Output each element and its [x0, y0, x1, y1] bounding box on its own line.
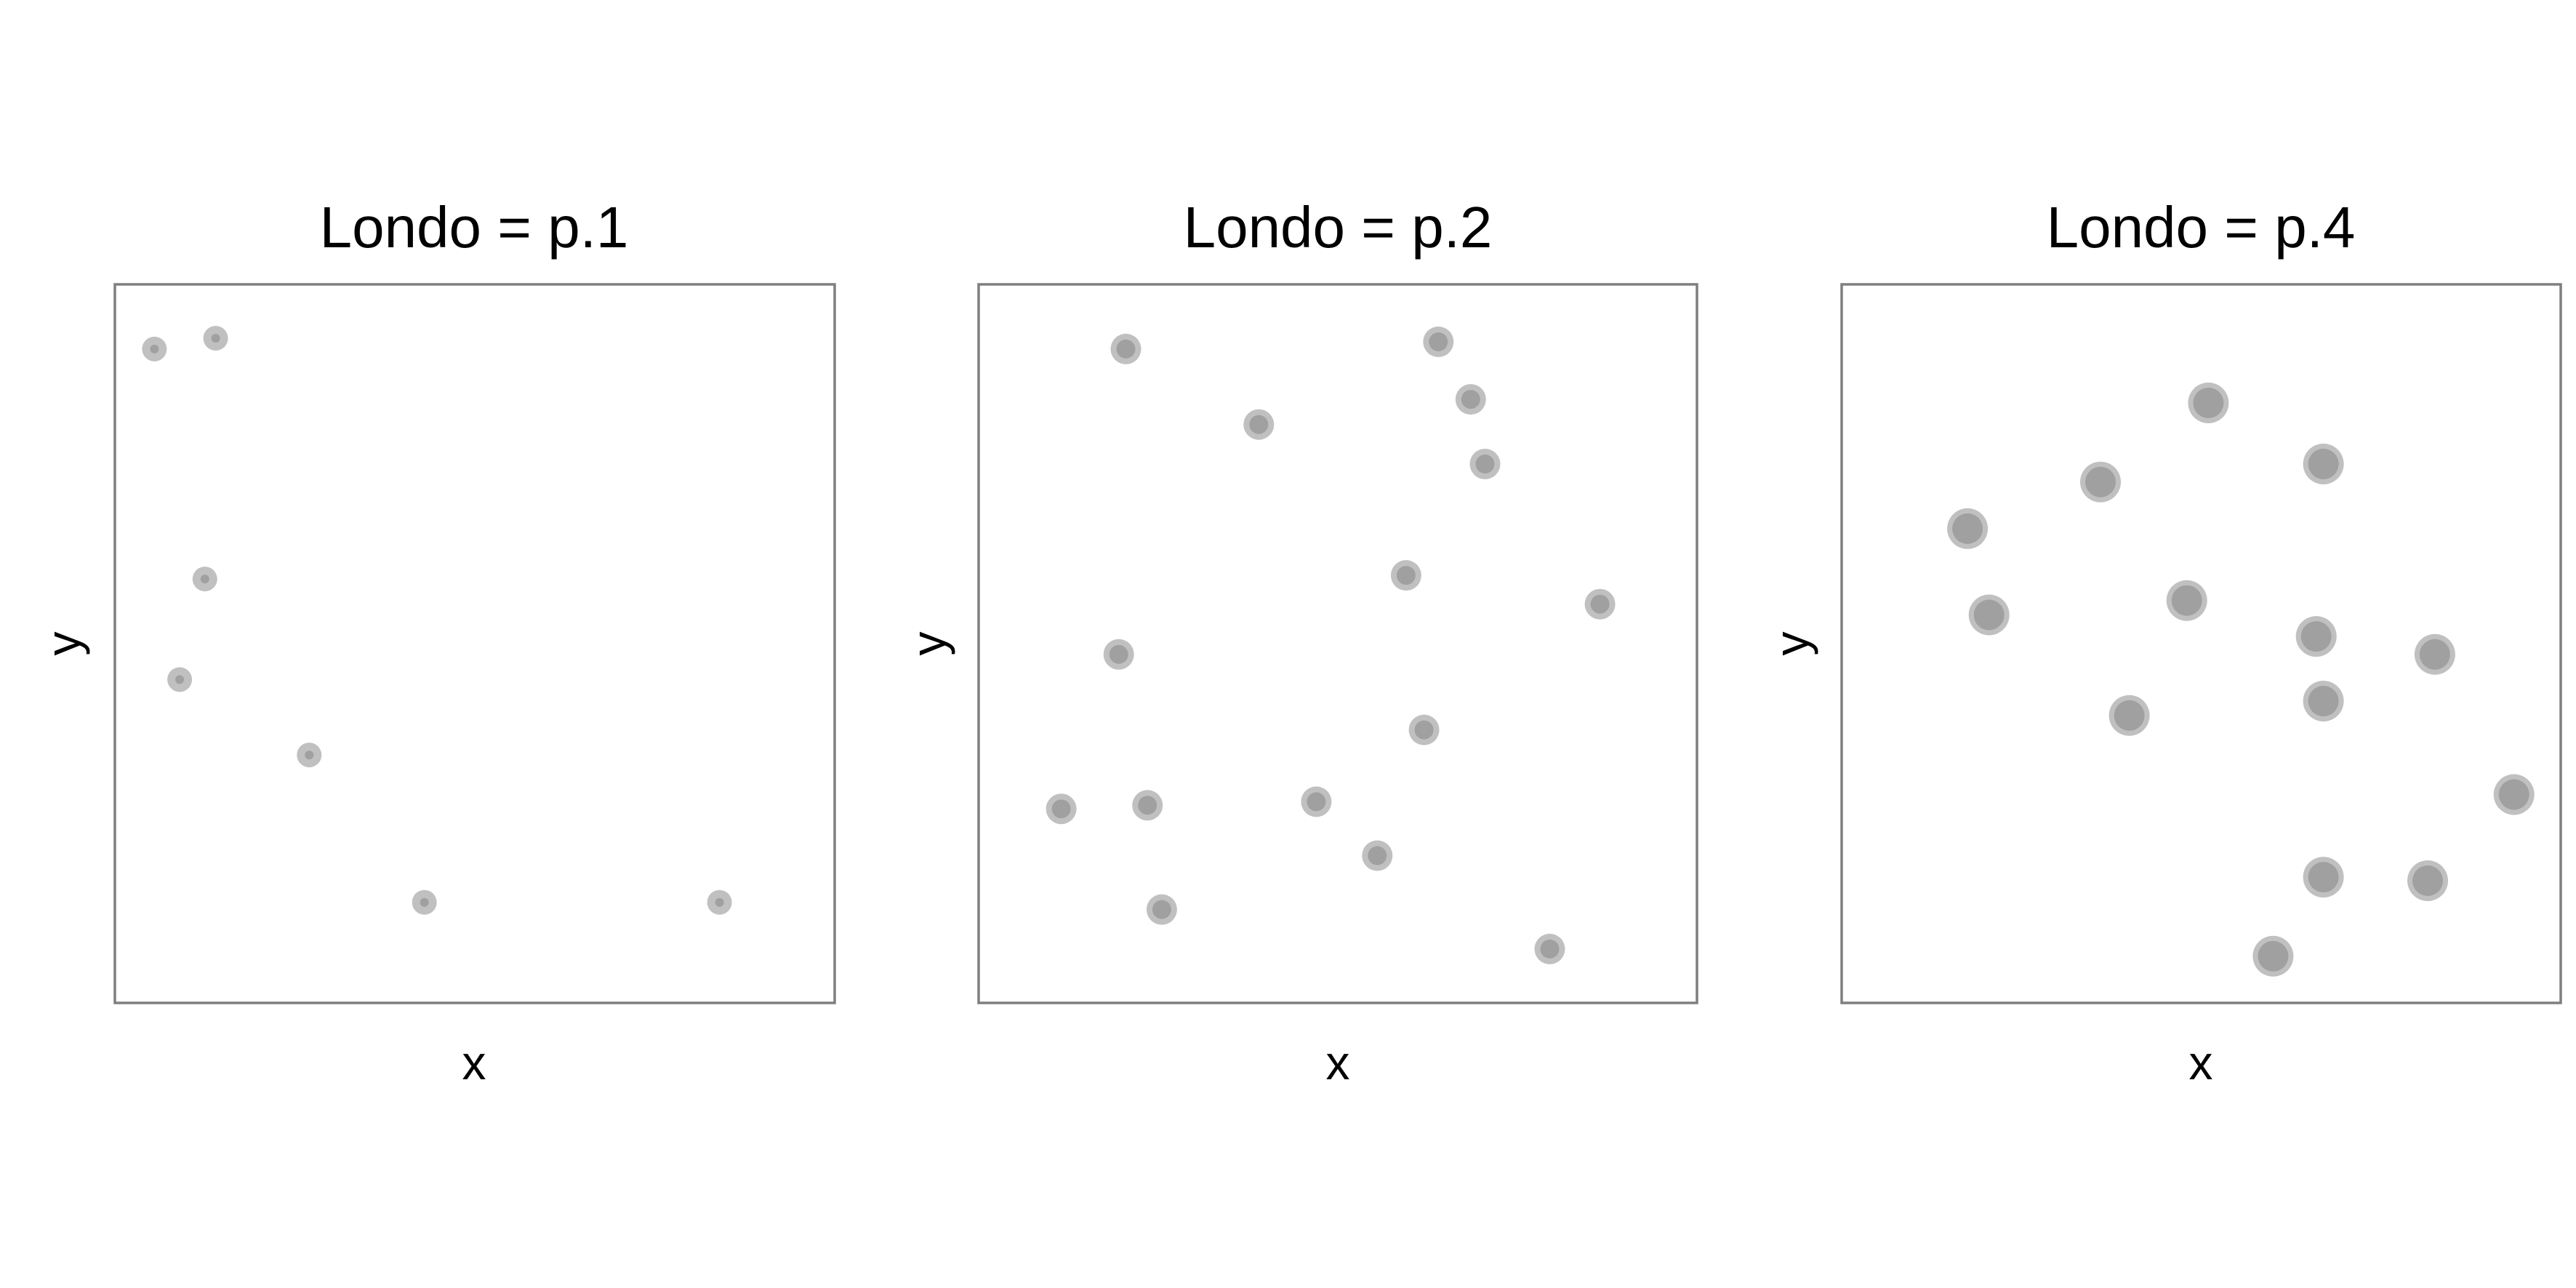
point-core: [1414, 720, 1434, 740]
points-layer: [1046, 327, 1616, 964]
data-point: [1243, 409, 1275, 440]
point-core: [2308, 449, 2339, 479]
plot-area: [977, 283, 1698, 1004]
panel-3: Londo = p.4 x y: [1765, 195, 2562, 1089]
point-core: [200, 575, 209, 584]
data-point: [1469, 449, 1501, 479]
point-core: [211, 334, 220, 343]
data-point: [1146, 894, 1177, 925]
panel-title: Londo = p.2: [1184, 195, 1493, 260]
points-layer: [1947, 383, 2535, 977]
data-point: [1390, 560, 1421, 591]
data-point: [1968, 594, 2010, 636]
point-core: [2419, 639, 2450, 670]
data-point: [203, 326, 228, 351]
x-axis-label: x: [2189, 1036, 2213, 1089]
point-core: [175, 675, 185, 684]
panel-2: Londo = p.2 x y: [902, 195, 1698, 1089]
point-core: [715, 897, 724, 907]
data-point: [1455, 384, 1486, 415]
y-axis-label: y: [902, 632, 955, 656]
x-axis-label: x: [1326, 1036, 1350, 1089]
data-point: [1408, 714, 1440, 745]
data-point: [2188, 383, 2229, 423]
panel-title: Londo = p.4: [2047, 195, 2356, 260]
data-point: [2166, 580, 2207, 621]
point-core: [1540, 939, 1560, 959]
point-core: [2171, 585, 2202, 616]
point-core: [2308, 862, 2339, 893]
point-core: [2308, 686, 2339, 716]
point-core: [1307, 792, 1326, 812]
data-point: [1110, 333, 1141, 364]
point-core: [1973, 599, 2005, 631]
point-core: [1475, 455, 1495, 473]
point-core: [1396, 566, 1416, 585]
plot-area: [113, 283, 836, 1004]
points-layer: [142, 326, 732, 915]
data-point: [2108, 695, 2150, 736]
point-core: [1249, 415, 1269, 434]
panel-title: Londo = p.1: [320, 195, 629, 260]
data-point: [2303, 857, 2344, 898]
data-point: [1103, 639, 1134, 670]
y-axis-label: y: [1765, 632, 1818, 656]
point-core: [2258, 940, 2289, 972]
point-core: [1152, 900, 1171, 919]
data-point: [1423, 327, 1454, 357]
point-core: [1429, 332, 1448, 351]
point-core: [420, 897, 429, 907]
data-point: [2493, 774, 2535, 815]
data-point: [192, 567, 217, 592]
point-core: [305, 751, 314, 760]
data-point: [2407, 860, 2448, 901]
point-core: [2412, 865, 2443, 896]
data-point: [412, 889, 437, 915]
data-point: [2303, 681, 2344, 721]
data-point: [2295, 616, 2337, 657]
point-core: [2498, 779, 2529, 810]
point-core: [1590, 594, 1610, 614]
data-point: [2080, 461, 2121, 503]
point-core: [2085, 466, 2116, 497]
data-point: [1947, 508, 1989, 549]
data-point: [297, 743, 322, 768]
data-point: [1132, 790, 1163, 821]
data-point: [167, 667, 193, 692]
point-core: [1116, 339, 1136, 359]
point-core: [150, 344, 159, 353]
panel-1: Londo = p.1 x y: [36, 195, 836, 1089]
point-core: [1109, 644, 1128, 664]
point-core: [1138, 796, 1157, 815]
data-point: [1046, 793, 1077, 825]
y-axis-label: y: [36, 632, 90, 656]
data-point: [1534, 933, 1565, 964]
data-point: [1584, 588, 1616, 620]
x-axis-label: x: [462, 1036, 486, 1089]
data-point: [2414, 633, 2455, 675]
data-point: [1362, 840, 1393, 871]
data-point: [1301, 786, 1332, 817]
point-core: [2300, 621, 2332, 652]
point-core: [1952, 513, 1983, 544]
point-core: [1461, 390, 1480, 409]
point-core: [1368, 846, 1387, 865]
data-point: [2303, 444, 2344, 484]
point-core: [2114, 700, 2145, 731]
data-point: [707, 889, 732, 915]
point-core: [2193, 388, 2224, 418]
data-point: [142, 336, 167, 361]
point-core: [1051, 799, 1071, 819]
data-point: [2252, 935, 2294, 977]
